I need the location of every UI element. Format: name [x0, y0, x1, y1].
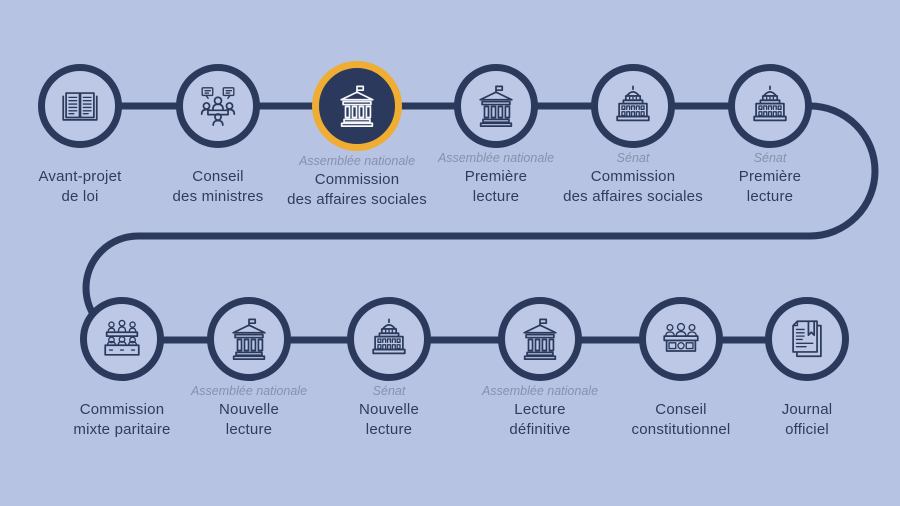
step-label-line2: des affaires sociales	[287, 191, 427, 208]
senat-icon	[366, 316, 412, 362]
chamber-label: Assemblée nationale	[481, 384, 599, 398]
step-commission-affaires-sociales-senat: Sénat Commission des affaires sociales	[548, 64, 718, 207]
open-book-icon	[57, 83, 103, 129]
conseil-constitutionnel-icon	[658, 316, 704, 362]
chamber-label: Sénat	[372, 384, 406, 398]
step-label-line2: constitutionnel	[631, 421, 731, 438]
step-label-line1: Journal	[781, 401, 833, 418]
step-nouvelle-lecture-senat: Sénat Nouvelle lecture	[304, 297, 474, 440]
step-conseil-des-ministres: Conseil des ministres	[133, 64, 303, 207]
step-label-line2: officiel	[785, 421, 829, 438]
step-journal-officiel: Journal officiel	[722, 297, 892, 440]
step-label-line2: lecture	[365, 421, 413, 438]
step-label-line1: Première	[464, 168, 528, 185]
step-commission-mixte-paritaire: Commission mixte paritaire	[37, 297, 207, 440]
step-circle	[498, 297, 582, 381]
assemblee-nationale-icon	[517, 316, 563, 362]
step-label-line2: définitive	[509, 421, 571, 438]
step-label-line2: lecture	[225, 421, 273, 438]
step-circle	[38, 64, 122, 148]
chamber-label	[722, 383, 892, 400]
step-circle	[591, 64, 675, 148]
step-label-line1: Commission	[79, 401, 165, 418]
joint-committee-icon	[99, 316, 145, 362]
step-label-line1: Avant-projet	[38, 168, 122, 185]
step-premiere-lecture-an: Assemblée nationale Première lecture	[411, 64, 581, 207]
chamber-label: Sénat	[753, 151, 787, 165]
step-circle	[176, 64, 260, 148]
chamber-label: Assemblée nationale	[298, 154, 416, 168]
assemblee-nationale-icon	[226, 316, 272, 362]
step-circle	[639, 297, 723, 381]
journal-officiel-icon	[784, 316, 830, 362]
step-label-line1: Première	[738, 168, 802, 185]
assemblee-nationale-icon	[473, 83, 519, 129]
step-circle	[765, 297, 849, 381]
assemblee-nationale-icon	[334, 83, 380, 129]
step-label-line2: de loi	[61, 188, 99, 205]
step-circle	[728, 64, 812, 148]
step-circle-highlighted	[312, 61, 402, 151]
step-conseil-constitutionnel: Conseil constitutionnel	[596, 297, 766, 440]
step-label-line2: mixte paritaire	[73, 421, 171, 438]
step-label-line2: lecture	[746, 188, 794, 205]
step-nouvelle-lecture-an: Assemblée nationale Nouvelle lecture	[164, 297, 334, 440]
step-premiere-lecture-senat: Sénat Première lecture	[685, 64, 855, 207]
chamber-label: Assemblée nationale	[437, 151, 555, 165]
step-label-line2: des affaires sociales	[563, 188, 703, 205]
step-lecture-definitive-an: Assemblée nationale Lecture définitive	[455, 297, 625, 440]
council-meeting-icon	[195, 83, 241, 129]
step-circle	[80, 297, 164, 381]
step-label-line1: Nouvelle	[359, 401, 419, 418]
step-avant-projet-de-loi: Avant-projet de loi	[0, 64, 165, 207]
step-label-line1: Commission	[314, 171, 400, 188]
step-commission-affaires-sociales-an: Assemblée nationale Commission des affai…	[272, 61, 442, 210]
step-label-line1: Nouvelle	[219, 401, 279, 418]
chamber-label: Assemblée nationale	[190, 384, 308, 398]
step-circle	[207, 297, 291, 381]
step-circle	[347, 297, 431, 381]
step-label-line1: Conseil	[655, 401, 707, 418]
senat-icon	[747, 83, 793, 129]
step-label-line1: Conseil	[192, 168, 244, 185]
senat-icon	[610, 83, 656, 129]
step-circle	[454, 64, 538, 148]
chamber-label: Sénat	[616, 151, 650, 165]
step-label-line2: lecture	[472, 188, 520, 205]
step-label-line2: des ministres	[172, 188, 264, 205]
step-label-line1: Lecture	[514, 401, 566, 418]
step-label-line1: Commission	[590, 168, 676, 185]
